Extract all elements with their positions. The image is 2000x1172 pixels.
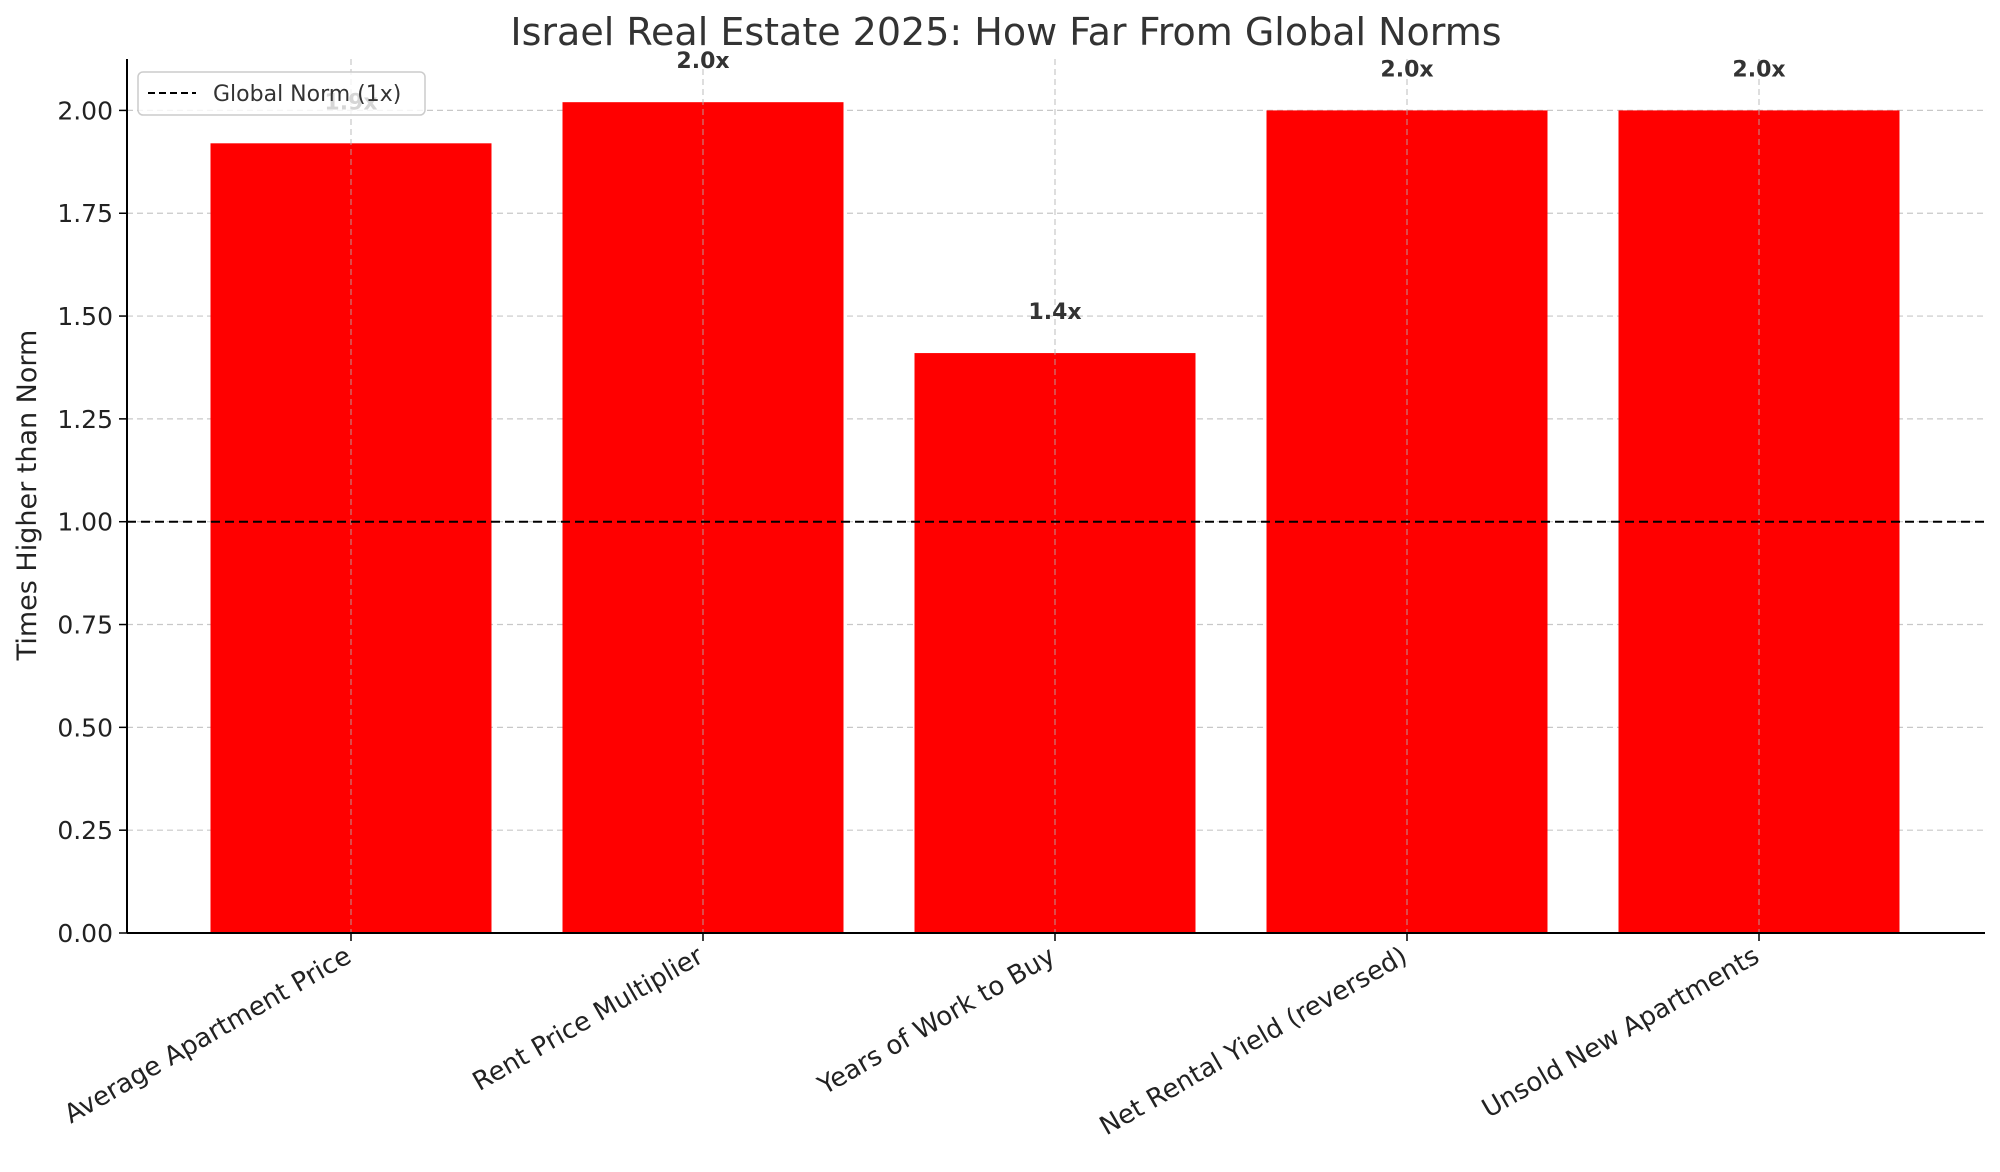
axes (126, 59, 1985, 934)
y-tick-label: 0.25 (57, 816, 113, 845)
y-ticks: 0.00 0.25 0.50 0.75 1.00 1.25 1.50 1.75 2.00 (57, 96, 127, 948)
data-label: 1.4x (1028, 300, 1081, 325)
y-tick-label: 1.00 (57, 508, 113, 537)
data-label: 2.0x (676, 49, 729, 74)
legend-label: Global Norm (1x) (213, 82, 401, 107)
x-tick-label: Average Apartment Price (59, 941, 356, 1130)
y-tick-label: 0.75 (57, 611, 113, 640)
y-axis-label: Times Higher than Norm (12, 330, 43, 662)
y-tick-label: 2.00 (57, 96, 113, 125)
x-tick-label: Years of Work to Buy (812, 941, 1060, 1102)
y-tick-label: 1.25 (57, 405, 113, 434)
legend-box (137, 71, 426, 116)
data-label: 2.0x (1380, 57, 1433, 82)
legend: Global Norm (1x) (137, 71, 426, 116)
x-tick-label: Rent Price Multiplier (468, 941, 709, 1097)
chart-title: Israel Real Estate 2025: How Far From Gl… (510, 10, 1501, 54)
x-tick-label: Unsold New Apartments (1477, 941, 1764, 1124)
data-label: 2.0x (1732, 57, 1785, 82)
y-tick-label: 1.50 (57, 302, 113, 331)
y-tick-label: 0.00 (57, 919, 113, 948)
bars (210, 102, 1900, 934)
y-tick-label: 1.75 (57, 199, 113, 228)
x-tick-label: Net Rental Yield (reversed) (1095, 941, 1413, 1142)
x-ticks: Average Apartment Price Rent Price Multip… (59, 933, 1765, 1142)
bar (562, 102, 844, 933)
y-tick-label: 0.50 (57, 713, 113, 742)
vertical-grid (350, 59, 1760, 933)
